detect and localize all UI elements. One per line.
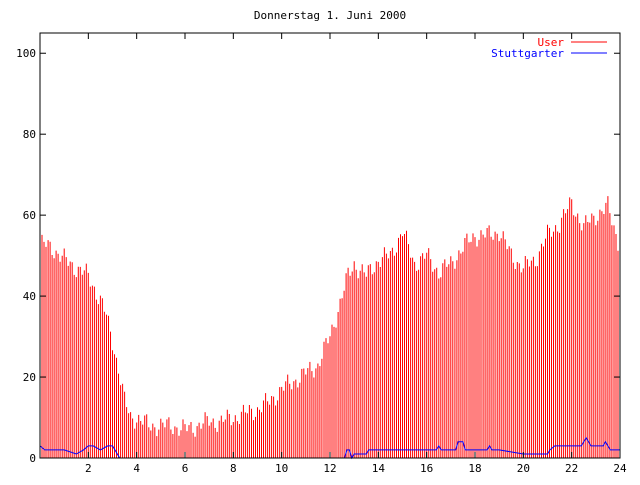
x-tick-label: 16 <box>420 462 433 475</box>
x-tick-label: 2 <box>85 462 92 475</box>
legend: User Stuttgarter <box>491 36 607 60</box>
stuttgarter-line <box>39 436 620 460</box>
legend-label-stuttgarter: Stuttgarter <box>491 47 564 60</box>
x-tick-label: 18 <box>468 462 481 475</box>
x-tick-label: 8 <box>230 462 237 475</box>
y-tick-label: 60 <box>23 209 36 222</box>
y-tick-label: 100 <box>16 47 36 60</box>
y-tick-label: 20 <box>23 371 36 384</box>
y-tick-label: 0 <box>29 452 36 465</box>
x-tick-label: 12 <box>323 462 336 475</box>
user-bars-group <box>39 196 621 458</box>
y-tick-label: 40 <box>23 290 36 303</box>
y-tick-label: 80 <box>23 128 36 141</box>
x-tick-label: 6 <box>182 462 189 475</box>
x-tick-label: 14 <box>372 462 386 475</box>
legend-label-user: User <box>538 36 565 49</box>
x-tick-label: 20 <box>517 462 530 475</box>
x-tick-label: 10 <box>275 462 288 475</box>
x-tick-label: 24 <box>613 462 627 475</box>
chart-title: Donnerstag 1. Juni 2000 <box>254 9 406 22</box>
x-tick-label: 22 <box>565 462 578 475</box>
stuttgarter-line-group <box>39 436 620 460</box>
x-tick-label: 4 <box>133 462 140 475</box>
